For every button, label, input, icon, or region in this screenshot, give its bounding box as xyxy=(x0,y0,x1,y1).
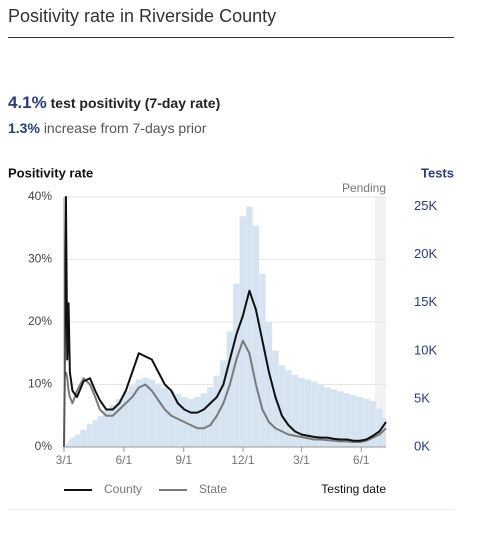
y-tick-label: 20% xyxy=(28,314,52,328)
test-bar xyxy=(233,283,240,447)
y2-axis-label: Tests xyxy=(421,165,454,180)
test-bar xyxy=(122,391,130,447)
test-bar xyxy=(239,216,247,447)
rate-value: 4.1% xyxy=(8,93,47,112)
test-bar xyxy=(168,391,175,447)
test-bar xyxy=(129,385,136,447)
test-bar xyxy=(324,387,331,447)
test-bar xyxy=(74,434,81,447)
legend-label: County xyxy=(104,482,142,496)
test-bar xyxy=(350,395,357,447)
legend-label: State xyxy=(199,482,227,496)
pending-label: Pending xyxy=(342,181,386,195)
x-tick-label: 3/1 xyxy=(56,453,73,467)
series-line xyxy=(63,196,387,448)
test-bar xyxy=(285,370,292,447)
y2-tick-label: 15K xyxy=(414,294,437,309)
test-bar xyxy=(161,387,169,447)
test-bar xyxy=(148,379,156,447)
test-bar xyxy=(135,379,143,447)
test-bar xyxy=(343,393,351,447)
test-bar xyxy=(80,429,87,447)
test-bar xyxy=(226,331,234,447)
test-bar xyxy=(304,379,312,447)
y-tick-label: 10% xyxy=(28,377,52,391)
test-bar xyxy=(246,206,253,447)
test-bar xyxy=(66,443,68,447)
test-bar xyxy=(213,375,221,447)
chart: Positivity rate Tests Pending Testing da… xyxy=(8,165,454,496)
y2-tick-label: 25K xyxy=(414,198,437,213)
test-bar xyxy=(174,394,182,447)
test-bar xyxy=(64,445,67,447)
change-value: 1.3% xyxy=(8,120,40,136)
test-bar xyxy=(97,416,104,447)
series-line xyxy=(64,339,387,443)
test-bar xyxy=(376,408,383,447)
test-bar xyxy=(194,397,201,447)
test-bar xyxy=(200,393,208,447)
test-bar xyxy=(116,398,123,447)
y2-tick-label: 0K xyxy=(414,438,430,453)
test-bar xyxy=(356,397,364,447)
test-bar xyxy=(265,322,273,447)
y-tick-label: 0% xyxy=(35,439,53,453)
x-tick-label: 3/1 xyxy=(293,453,310,467)
rate-text: test positivity (7-day rate) xyxy=(50,95,221,111)
footer-rule xyxy=(8,509,454,510)
rate-stat: 4.1% test positivity (7-day rate) xyxy=(8,93,220,113)
x-tick-label: 6/1 xyxy=(353,453,370,467)
test-bar xyxy=(311,381,318,447)
test-bar xyxy=(291,374,299,447)
y-tick-label: 30% xyxy=(28,252,52,266)
x-axis-label: Testing date xyxy=(321,482,386,496)
y2-tick-label: 20K xyxy=(414,246,437,261)
page-title: Positivity rate in Riverside County xyxy=(8,6,277,26)
test-bar xyxy=(109,404,117,447)
test-bar xyxy=(298,377,305,447)
test-bar xyxy=(330,389,338,447)
test-bar xyxy=(92,420,98,447)
test-bar xyxy=(71,437,75,447)
x-tick-label: 9/1 xyxy=(175,453,192,467)
test-bar xyxy=(155,383,162,447)
change-text: increase from 7-days prior xyxy=(43,120,207,136)
test-bar xyxy=(382,418,386,447)
x-tick-label: 12/1 xyxy=(231,453,255,467)
test-bar xyxy=(363,398,370,447)
test-bar xyxy=(317,384,325,447)
y-tick-label: 40% xyxy=(28,189,52,203)
title-rule xyxy=(8,37,454,38)
test-bar xyxy=(278,365,286,447)
test-bar xyxy=(187,398,195,447)
test-bar xyxy=(142,377,149,447)
test-bar xyxy=(369,400,377,447)
y2-tick-label: 10K xyxy=(414,342,437,357)
test-bar xyxy=(207,387,214,447)
change-stat: 1.3% increase from 7-days prior xyxy=(8,120,206,136)
test-bar xyxy=(259,273,266,447)
x-tick-label: 6/1 xyxy=(116,453,133,467)
test-bar xyxy=(337,391,344,447)
test-bar xyxy=(252,225,260,447)
test-bar xyxy=(103,410,110,447)
y2-tick-label: 5K xyxy=(414,390,430,405)
test-bar xyxy=(86,423,93,447)
test-bar xyxy=(67,441,70,447)
test-bar xyxy=(69,439,72,447)
y-axis-label: Positivity rate xyxy=(8,165,93,180)
